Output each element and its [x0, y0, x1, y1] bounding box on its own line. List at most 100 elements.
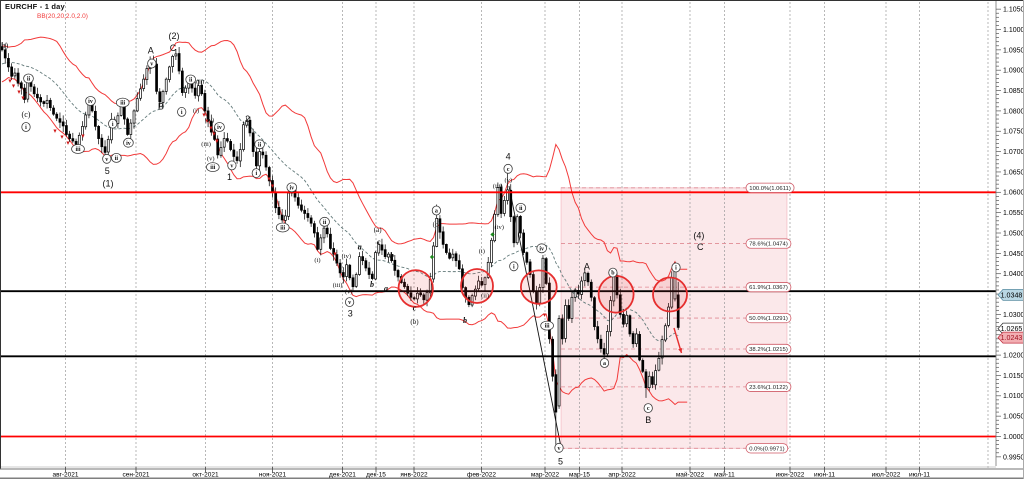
sell-arrow-mark [11, 84, 16, 88]
sell-arrow-mark [8, 79, 12, 83]
candle-body [580, 280, 583, 295]
fib-label-text: 50.0%(1.0291) [749, 316, 788, 322]
wave-label: c [377, 237, 381, 246]
time-axis-label: окт-2021 [192, 472, 219, 479]
wave-label: a [384, 284, 388, 293]
wave-circle [177, 107, 187, 117]
candle-body [606, 331, 609, 355]
time-axis-label: мар-15 [569, 472, 590, 479]
candle-body [81, 126, 84, 136]
candle-body [477, 280, 480, 290]
candle-body [71, 138, 75, 142]
sell-arrow-mark [17, 90, 21, 94]
candle-body [425, 292, 429, 301]
wave-label: A [584, 262, 590, 272]
time-axis-label: ноя-2021 [259, 472, 287, 479]
candle-body [258, 151, 261, 167]
wave-circle [671, 262, 681, 273]
wave-circle [608, 267, 618, 278]
wave-label: i [181, 110, 183, 116]
time-axis-label: мар-2022 [531, 472, 560, 479]
wave-label: v [150, 62, 153, 68]
wave-label: 4 [506, 152, 511, 162]
candle-body [387, 253, 390, 258]
time-axis-label: фев-2022 [467, 472, 496, 479]
wave-label: iii [75, 147, 80, 153]
candle-body [490, 239, 493, 264]
wave-label: i [255, 171, 257, 177]
candle-body [570, 296, 574, 319]
wave-label: iv [289, 186, 294, 192]
wave-label: c [413, 304, 417, 313]
wave-label: (b) [410, 318, 419, 326]
wave-label: ii [519, 206, 523, 212]
wave-circle [344, 297, 355, 308]
sell-arrow-mark [542, 313, 547, 317]
candle-body [486, 261, 490, 278]
fib-label-text: 100.0%(1.0611) [749, 186, 791, 192]
candle-body [383, 249, 387, 257]
wave-label: i [675, 266, 677, 272]
wave-label: i [25, 125, 27, 131]
candle-body [287, 192, 290, 217]
wave-circle [599, 358, 610, 368]
candle-body [480, 281, 484, 286]
wave-circle [185, 74, 197, 85]
sell-arrow-mark [60, 135, 64, 139]
candle-body [509, 189, 513, 218]
wave-label: v [348, 300, 351, 306]
price-axis-label: 1.0950 [1003, 47, 1024, 54]
wave-circle [251, 168, 261, 179]
candle-body [441, 231, 445, 245]
candle-body [303, 209, 307, 214]
candle-body [496, 187, 500, 216]
candle-body [654, 370, 658, 386]
candle-body [171, 56, 175, 67]
candle-body [16, 72, 20, 84]
candle-body [174, 53, 178, 57]
wave-label: iv [126, 141, 131, 147]
candle-body [602, 348, 606, 355]
highlight-ellipse [597, 274, 635, 314]
candle-body [238, 149, 242, 162]
candle-body [55, 113, 59, 119]
candle-body [641, 360, 645, 372]
candle-body [203, 93, 207, 112]
wave-label: c [507, 167, 510, 173]
wave-label: v [105, 157, 108, 163]
wave-label: (c) [433, 221, 441, 229]
candle-body [329, 233, 332, 249]
wave-circle [71, 144, 85, 154]
candle-body [277, 207, 281, 216]
candle-body [142, 78, 146, 89]
wave-label: (2) [169, 31, 180, 41]
gridlines [65, 2, 989, 470]
sell-arrow-mark [66, 141, 70, 145]
wave-label: (4) [693, 230, 704, 240]
wave-label: B [645, 415, 651, 425]
wave-label: ii [27, 77, 31, 83]
wave-label: 5 [105, 166, 110, 176]
candle-body [229, 141, 232, 150]
candle-body [219, 147, 223, 156]
wave-circle [643, 403, 653, 414]
candle-body [296, 197, 300, 206]
sell-arrow-mark [202, 113, 206, 117]
candle-body [226, 138, 229, 142]
wave-label: b [611, 271, 615, 277]
price-axis-label: 1.0500 [1003, 230, 1024, 237]
wave-label: 1 [227, 172, 232, 182]
candle-body [663, 325, 667, 341]
fib-label-pill [745, 238, 792, 249]
fib-label-text: 23.6%(1.0122) [749, 385, 788, 391]
candle-body [483, 277, 487, 286]
candle-body [354, 274, 358, 287]
bollinger-middle-sma [1, 61, 679, 342]
sell-arrow-mark [21, 96, 25, 100]
fib-level-label: 50.0%(1.0291) [745, 312, 792, 324]
bollinger-indicator-label: BB(20,20,2.0,2.0) [37, 13, 88, 20]
highlight-ellipse [397, 269, 434, 308]
price-axis-label: 1.0050 [1003, 414, 1024, 421]
